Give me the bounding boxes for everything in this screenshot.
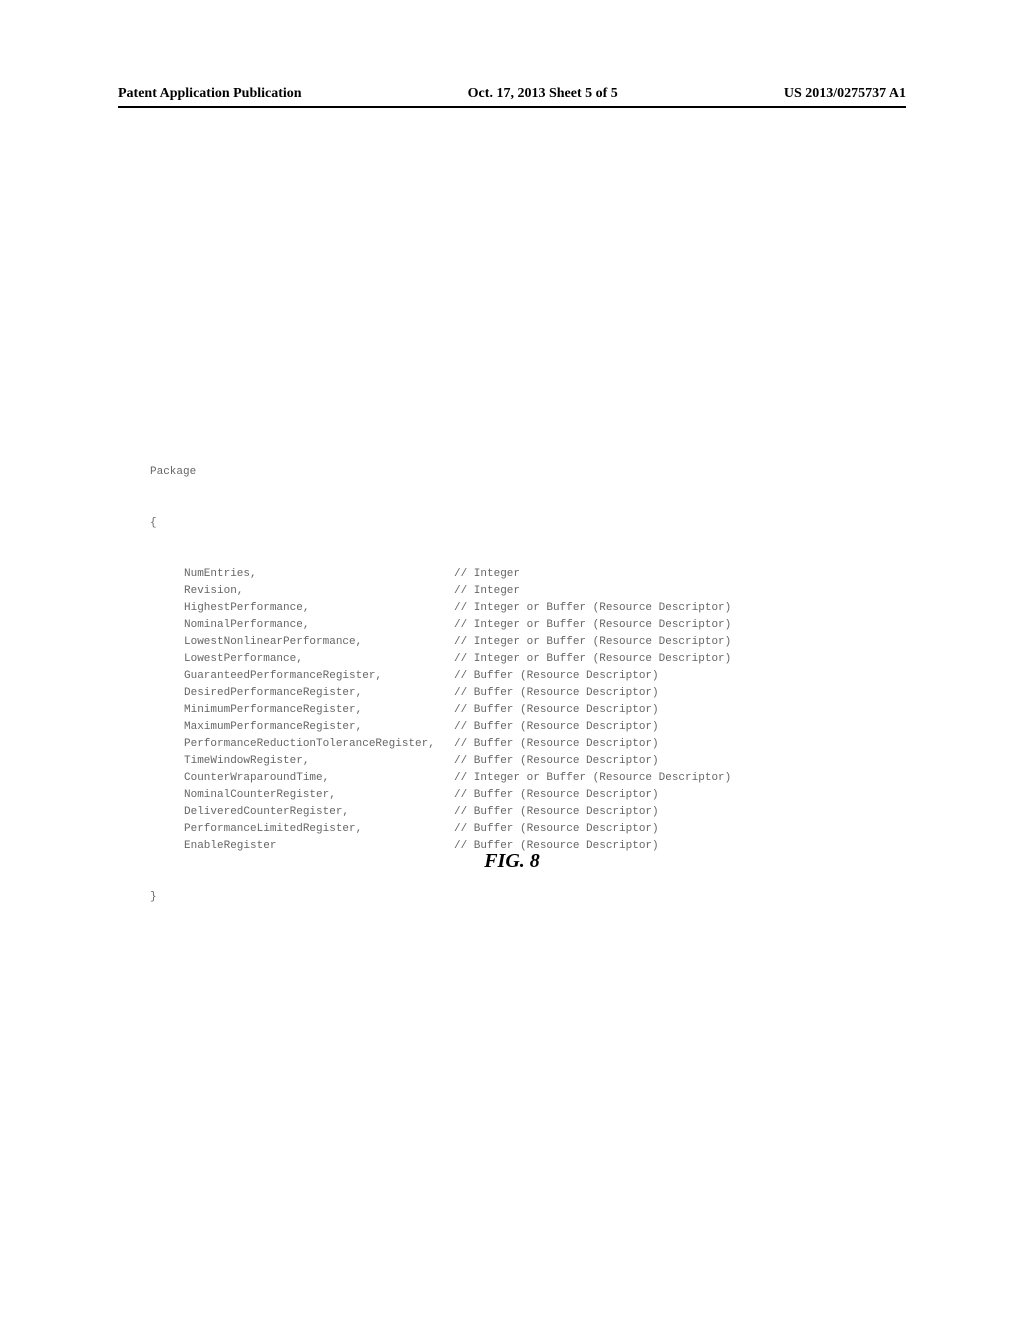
code-entry: DeliveredCounterRegister,// Buffer (Reso… [150, 804, 731, 821]
close-brace: } [150, 889, 731, 906]
entry-name: HighestPerformance, [184, 600, 454, 617]
entry-comment: // Integer or Buffer (Resource Descripto… [454, 634, 731, 651]
entry-comment: // Buffer (Resource Descriptor) [454, 668, 659, 685]
entry-name: NumEntries, [184, 566, 454, 583]
figure-label: FIG. 8 [0, 850, 1024, 873]
code-entry: CounterWraparoundTime,// Integer or Buff… [150, 770, 731, 787]
header-left: Patent Application Publication [118, 86, 302, 102]
entry-comment: // Buffer (Resource Descriptor) [454, 685, 659, 702]
entry-comment: // Integer or Buffer (Resource Descripto… [454, 651, 731, 668]
code-entry: DesiredPerformanceRegister,// Buffer (Re… [150, 685, 731, 702]
code-entry: NominalCounterRegister,// Buffer (Resour… [150, 787, 731, 804]
entry-comment: // Buffer (Resource Descriptor) [454, 787, 659, 804]
entry-name: Revision, [184, 583, 454, 600]
page-header: Patent Application Publication Oct. 17, … [118, 86, 906, 108]
entry-comment: // Integer [454, 566, 520, 583]
entry-comment: // Buffer (Resource Descriptor) [454, 753, 659, 770]
open-brace: { [150, 515, 731, 532]
code-entry: GuaranteedPerformanceRegister,// Buffer … [150, 668, 731, 685]
code-entry: MaximumPerformanceRegister,// Buffer (Re… [150, 719, 731, 736]
entry-name: LowestNonlinearPerformance, [184, 634, 454, 651]
entry-name: MinimumPerformanceRegister, [184, 702, 454, 719]
code-entry: PerformanceLimitedRegister,// Buffer (Re… [150, 821, 731, 838]
code-entry: LowestPerformance,// Integer or Buffer (… [150, 651, 731, 668]
code-entry: MinimumPerformanceRegister,// Buffer (Re… [150, 702, 731, 719]
code-entry: PerformanceReductionToleranceRegister,//… [150, 736, 731, 753]
header-center: Oct. 17, 2013 Sheet 5 of 5 [468, 86, 618, 102]
entry-name: LowestPerformance, [184, 651, 454, 668]
entry-comment: // Integer [454, 583, 520, 600]
code-entry: TimeWindowRegister,// Buffer (Resource D… [150, 753, 731, 770]
entry-name: CounterWraparoundTime, [184, 770, 454, 787]
code-entry: NominalPerformance,// Integer or Buffer … [150, 617, 731, 634]
entry-name: NominalPerformance, [184, 617, 454, 634]
entry-name: PerformanceReductionToleranceRegister, [184, 736, 454, 753]
code-entry: HighestPerformance,// Integer or Buffer … [150, 600, 731, 617]
entry-name: TimeWindowRegister, [184, 753, 454, 770]
header-right: US 2013/0275737 A1 [784, 86, 906, 102]
entry-comment: // Buffer (Resource Descriptor) [454, 804, 659, 821]
entry-comment: // Integer or Buffer (Resource Descripto… [454, 600, 731, 617]
entry-comment: // Buffer (Resource Descriptor) [454, 821, 659, 838]
code-entry: LowestNonlinearPerformance,// Integer or… [150, 634, 731, 651]
entry-name: NominalCounterRegister, [184, 787, 454, 804]
entry-name: MaximumPerformanceRegister, [184, 719, 454, 736]
entry-comment: // Integer or Buffer (Resource Descripto… [454, 617, 731, 634]
entry-comment: // Buffer (Resource Descriptor) [454, 736, 659, 753]
entries-container: NumEntries,// IntegerRevision,// Integer… [150, 566, 731, 855]
code-entry: NumEntries,// Integer [150, 566, 731, 583]
code-entry: Revision,// Integer [150, 583, 731, 600]
entry-name: DesiredPerformanceRegister, [184, 685, 454, 702]
entry-name: DeliveredCounterRegister, [184, 804, 454, 821]
package-keyword: Package [150, 464, 731, 481]
entry-comment: // Buffer (Resource Descriptor) [454, 719, 659, 736]
entry-comment: // Buffer (Resource Descriptor) [454, 702, 659, 719]
entry-comment: // Integer or Buffer (Resource Descripto… [454, 770, 731, 787]
entry-name: PerformanceLimitedRegister, [184, 821, 454, 838]
entry-name: GuaranteedPerformanceRegister, [184, 668, 454, 685]
